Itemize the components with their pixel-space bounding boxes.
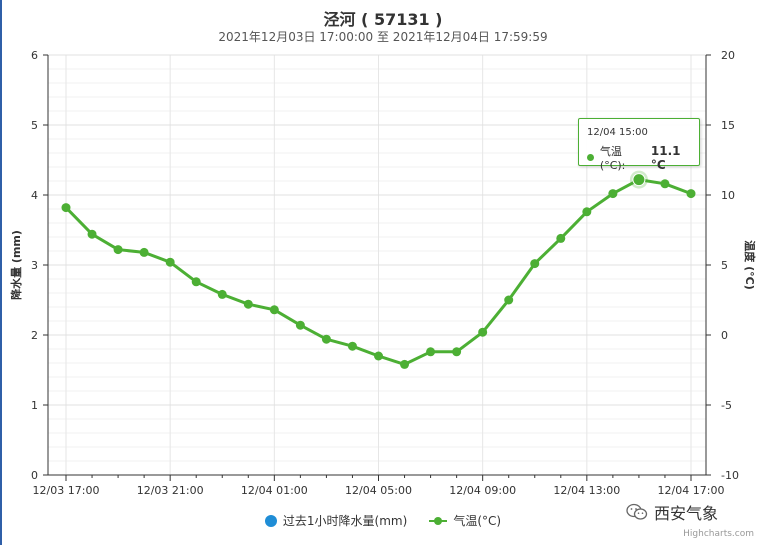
temperature-point	[295, 320, 305, 330]
temperature-point	[243, 299, 253, 309]
temperature-point	[139, 247, 149, 257]
tooltip-row: 气温(°C): 11.1 °C	[587, 143, 699, 172]
temperature-point	[686, 189, 696, 199]
x-tick-label: 12/04 17:00	[658, 484, 725, 497]
x-tick-label: 12/03 21:00	[137, 484, 204, 497]
right-tick-label: -5	[721, 399, 732, 412]
left-tick-label: 0	[31, 469, 38, 482]
left-axis-title: 降水量 (mm)	[9, 230, 23, 300]
temperature-point	[504, 295, 514, 305]
tooltip-dot-icon	[587, 154, 594, 161]
right-tick-label: 0	[721, 329, 728, 342]
x-tick-label: 12/03 17:00	[33, 484, 100, 497]
legend-item-temp[interactable]: 气温(°C)	[429, 512, 501, 529]
temperature-point	[217, 289, 227, 299]
legend-precip-label: 过去1小时降水量(mm)	[282, 514, 408, 528]
temperature-point	[426, 347, 436, 357]
temperature-point	[191, 277, 201, 287]
left-tick-label: 2	[31, 329, 38, 342]
x-tick-label: 12/04 09:00	[449, 484, 516, 497]
temperature-point	[165, 257, 175, 267]
temperature-point	[608, 189, 618, 199]
watermark: 西安气象	[626, 500, 718, 524]
chart-tooltip: 12/04 15:00 气温(°C): 11.1 °C	[578, 118, 700, 172]
chart-title: 泾河 ( 57131 )	[323, 10, 443, 29]
legend-temp-icon	[429, 515, 448, 527]
right-tick-label: 5	[721, 259, 728, 272]
temperature-point	[400, 359, 410, 369]
temperature-point	[61, 203, 71, 213]
temperature-point	[478, 327, 488, 337]
legend-temp-label: 气温(°C)	[453, 514, 502, 528]
legend-precip-icon	[264, 514, 277, 527]
window-edge	[0, 0, 2, 545]
temperature-point	[87, 229, 97, 239]
tooltip-time: 12/04 15:00	[587, 127, 648, 138]
wechat-icon	[626, 503, 648, 520]
left-tick-label: 5	[31, 119, 38, 132]
temperature-point	[530, 259, 540, 269]
temperature-point	[582, 207, 592, 217]
left-tick-label: 6	[31, 49, 38, 62]
right-tick-label: 15	[721, 119, 735, 132]
left-tick-label: 4	[31, 189, 38, 202]
temperature-point	[374, 351, 383, 361]
chart-subtitle: 2021年12月03日 17:00:00 至 2021年12月04日 17:59…	[218, 30, 548, 44]
temperature-point	[321, 334, 331, 344]
watermark-text: 西安气象	[654, 504, 719, 523]
x-tick-label: 12/04 01:00	[241, 484, 308, 497]
temperature-point	[269, 305, 279, 315]
right-tick-label: -10	[721, 469, 739, 482]
temperature-point	[452, 347, 462, 357]
right-axis-title: 温度 (°C)	[743, 240, 757, 289]
tooltip-value: 11.1 °C	[650, 143, 681, 172]
x-tick-label: 12/04 13:00	[553, 484, 620, 497]
legend-item-precip[interactable]: 过去1小时降水量(mm)	[264, 512, 408, 529]
chart-credits[interactable]: Highcharts.com	[683, 529, 754, 539]
left-tick-label: 3	[31, 259, 38, 272]
x-tick-label: 12/04 05:00	[345, 484, 412, 497]
chart-legend: 过去1小时降水量(mm) 气温(°C)	[0, 512, 766, 529]
tooltip-series-label: 气温(°C):	[599, 145, 626, 172]
right-tick-label: 20	[721, 49, 735, 62]
temperature-point	[347, 341, 357, 351]
temperature-point-highlight	[632, 173, 646, 187]
temperature-point	[113, 245, 123, 255]
left-tick-label: 1	[31, 399, 38, 412]
right-tick-label: 10	[721, 189, 735, 202]
temperature-point	[556, 233, 566, 243]
temperature-point	[660, 179, 670, 189]
